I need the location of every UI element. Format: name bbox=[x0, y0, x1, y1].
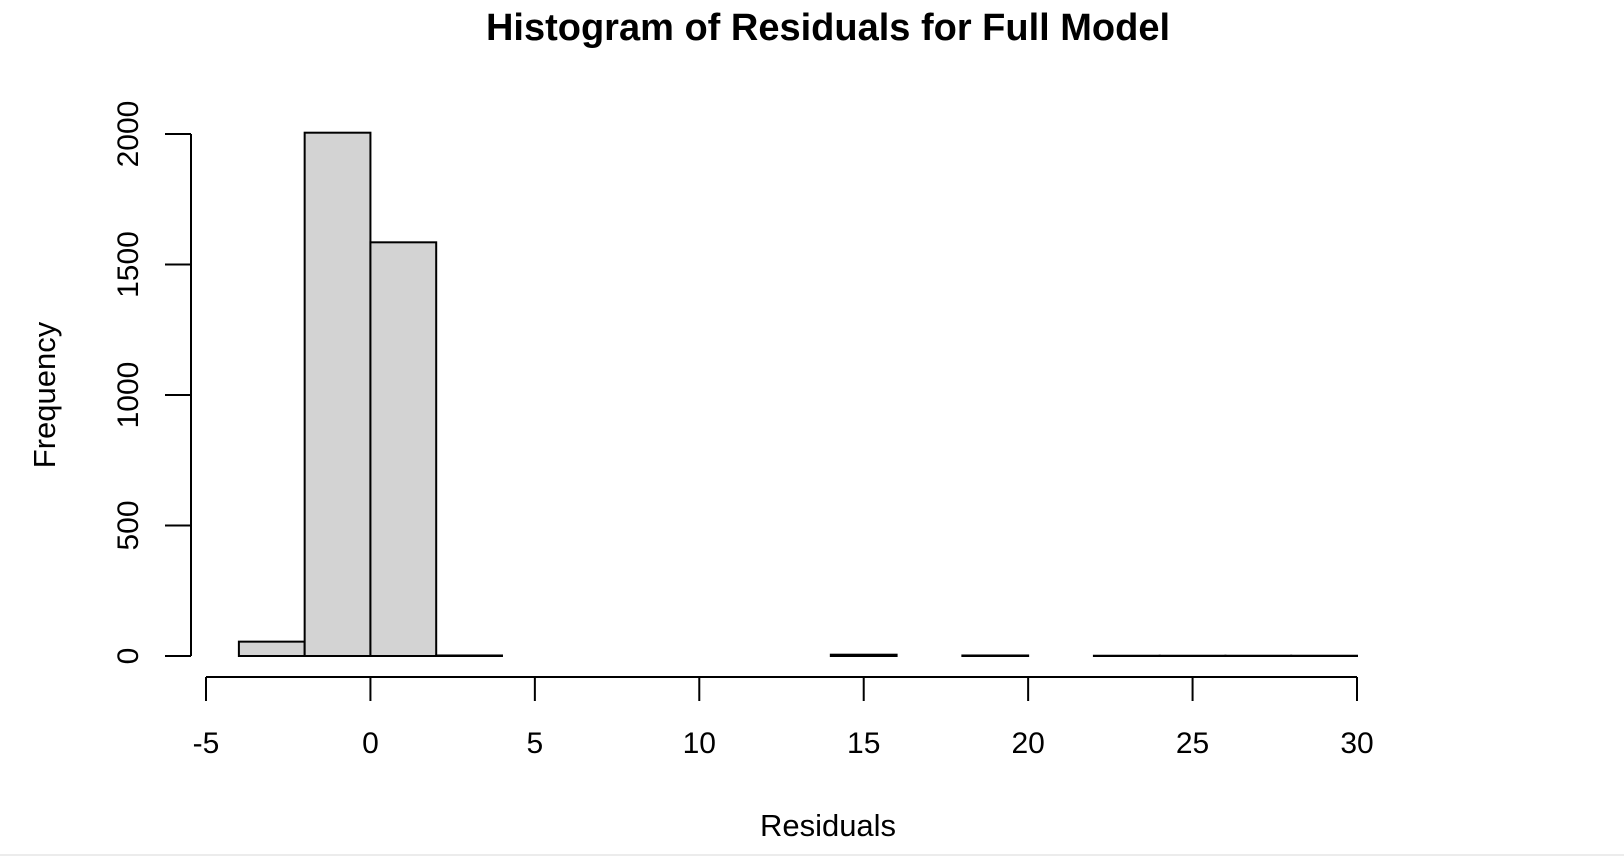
y-tick-label-4: 2000 bbox=[112, 101, 145, 168]
histogram-bar-0 bbox=[237, 640, 306, 658]
bars-layer bbox=[237, 131, 1358, 658]
y-tick-label-2: 1000 bbox=[112, 362, 145, 429]
y-axis: 0 500 1000 1500 2000 bbox=[112, 101, 192, 665]
x-tick-label-0: -5 bbox=[193, 727, 220, 760]
y-tick-label-3: 1500 bbox=[112, 231, 145, 298]
x-tick-label-2: 5 bbox=[527, 727, 544, 760]
x-tick-label-7: 30 bbox=[1340, 727, 1373, 760]
x-tick-label-1: 0 bbox=[362, 727, 379, 760]
histogram-bar-1 bbox=[303, 131, 372, 657]
chart-title: Histogram of Residuals for Full Model bbox=[486, 7, 1170, 49]
histogram-bar-11 bbox=[961, 654, 1030, 658]
y-tick-label-0: 0 bbox=[112, 648, 145, 665]
y-axis-label: Frequency bbox=[27, 321, 62, 468]
y-tick-label-1: 500 bbox=[112, 500, 145, 550]
x-axis: -5 0 5 10 15 20 25 30 bbox=[193, 676, 1374, 760]
histogram-bar-2 bbox=[369, 241, 438, 657]
x-tick-label-5: 20 bbox=[1011, 727, 1044, 760]
x-tick-label-4: 15 bbox=[847, 727, 880, 760]
histogram-bar-9 bbox=[829, 653, 898, 658]
histogram-bar-3 bbox=[435, 654, 503, 658]
x-axis-label: Residuals bbox=[760, 808, 896, 843]
x-tick-label-3: 10 bbox=[683, 727, 716, 760]
x-tick-label-6: 25 bbox=[1176, 727, 1209, 760]
